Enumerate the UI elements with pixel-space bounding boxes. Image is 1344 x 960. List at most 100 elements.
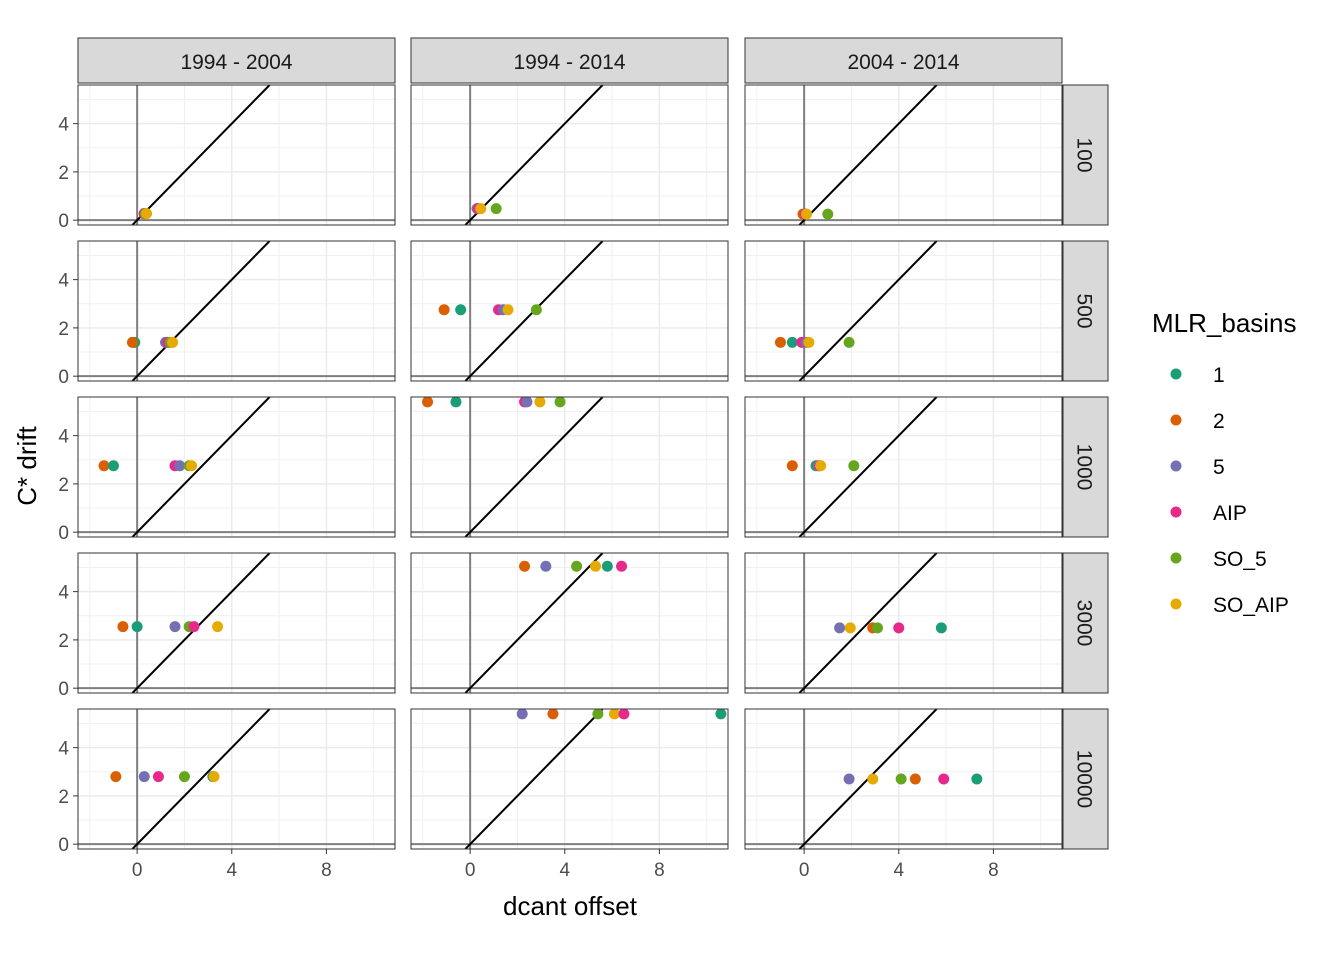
data-point [893,622,905,634]
legend-title: MLR_basins [1152,308,1297,338]
panel-border [744,240,1063,382]
panel-plot-area [745,85,1062,225]
panel-background [411,709,728,849]
panel-plot-area [78,553,395,693]
data-point [450,397,462,408]
legend-label: 1 [1213,364,1225,387]
panel-plot-area [411,709,728,849]
data-point [844,622,856,634]
data-point [843,336,855,348]
legend-label: SO_AIP [1213,594,1289,617]
data-point [909,773,921,785]
panel-border [77,240,396,382]
panel-plot-area [745,397,1062,537]
data-point [608,709,620,720]
data-point [715,709,727,720]
identity-line [131,553,271,693]
data-point [540,560,552,572]
y-tick-label: 2 [58,475,69,496]
data-point [895,773,907,785]
data-point [834,622,846,634]
data-point [141,208,153,220]
facet-panel [410,552,729,694]
facet-panel [744,552,1063,694]
row-strip-label: 1000 [1073,444,1096,491]
facet-panel [410,240,729,382]
row-strip [1062,396,1109,538]
data-point [502,304,514,316]
panel-background [745,85,1062,225]
column-strip [410,37,729,84]
legend-key [1170,460,1182,472]
panel-plot-area [411,397,728,537]
facet-panel: 0 2 4 [58,396,396,544]
data-point [117,621,129,633]
panel-background [411,397,728,537]
data-point [490,203,502,215]
panel-plot-area [411,85,728,225]
panel-border [410,552,729,694]
panel-border [410,708,729,850]
x-tick-label: 8 [988,860,999,881]
identity-line [798,397,938,537]
data-point [616,560,628,572]
panel-plot-area [411,241,728,381]
data-point [547,709,559,720]
data-point [786,336,798,348]
data-point [169,621,181,633]
data-point [848,460,860,472]
x-tick-label: 4 [893,860,904,881]
data-point [475,203,487,215]
panel-border [77,396,396,538]
y-tick-label: 4 [58,115,69,136]
data-point [774,336,786,348]
data-point [843,773,855,785]
y-tick-label: 0 [58,523,69,544]
legend: MLR_basins 1 2 5 AIP SO_5 SO_AIP [1152,308,1297,617]
x-tick-label: 0 [465,860,476,881]
x-axis-label: dcant offset [503,891,638,921]
x-tick-label: 4 [226,860,237,881]
y-tick-label: 0 [58,367,69,388]
legend-key [1170,552,1182,564]
identity-line [464,85,604,225]
panel-plot-area [78,85,395,225]
y-tick-label: 0 [58,835,69,856]
legend-key [1170,414,1182,426]
identity-line [131,397,271,537]
data-point [521,397,533,408]
data-point [592,709,604,720]
row-strip [1062,84,1109,226]
panel-border [744,708,1063,850]
data-point [867,773,879,785]
panel-background [745,553,1062,693]
panel-background [78,397,395,537]
data-point [871,622,883,634]
data-point [110,771,122,783]
identity-line [798,85,938,225]
facet-panel: 0 2 4 [58,84,396,232]
column-strip-label: 1994 - 2004 [180,51,292,74]
row-strip [1062,552,1109,694]
facet-panel [744,240,1063,382]
facet-panel: 0 4 8 [744,708,1063,881]
data-point [178,771,190,783]
panel-plot-area [745,553,1062,693]
identity-line [464,553,604,693]
y-tick-label: 4 [58,271,69,292]
facet-panel [744,396,1063,538]
identity-line [131,85,271,225]
data-point [786,460,798,472]
x-tick-label: 8 [654,860,665,881]
data-point [174,460,186,472]
panel-border [410,84,729,226]
data-point [98,460,110,472]
y-tick-label: 4 [58,739,69,760]
facet-panel: 0 2 4 [58,552,396,700]
data-point [126,336,138,348]
data-point [530,304,542,316]
data-point [152,771,164,783]
panel-background [78,709,395,849]
panel-border [744,552,1063,694]
x-tick-label: 8 [321,860,332,881]
